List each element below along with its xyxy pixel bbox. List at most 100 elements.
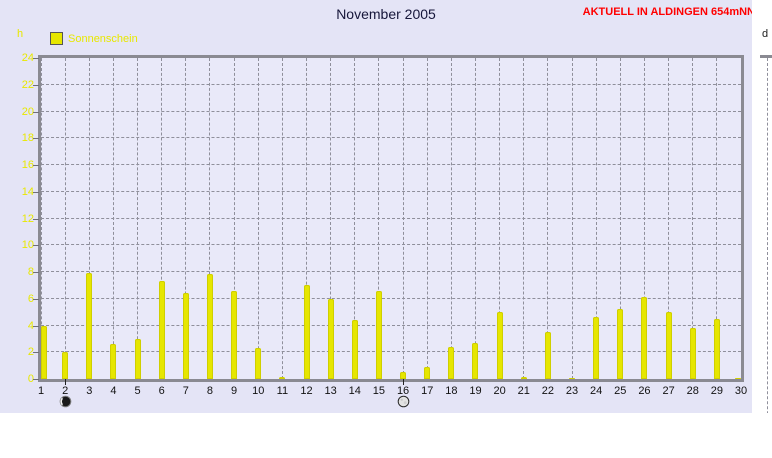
day-gridline <box>137 58 139 379</box>
moon-day-tick <box>403 379 405 385</box>
y-tick-label: 14 <box>21 185 34 198</box>
y-tick-mark <box>33 325 39 327</box>
y-tick-mark <box>33 191 39 193</box>
adjacent-panel-strip <box>752 0 772 458</box>
legend-label: Sonnenschein <box>68 32 138 45</box>
x-day-label: 27 <box>662 385 675 397</box>
plot-area <box>41 58 741 379</box>
sunshine-bar <box>520 377 527 379</box>
legend-swatch-icon <box>50 32 63 45</box>
value-gridline <box>41 217 741 219</box>
value-gridline <box>41 137 741 139</box>
y-tick-label: 20 <box>21 105 34 118</box>
adjacent-panel-border <box>760 55 772 58</box>
sunshine-bar <box>231 290 238 379</box>
value-gridline <box>41 324 741 326</box>
x-day-label: 12 <box>300 385 313 397</box>
day-gridline <box>547 58 549 379</box>
day-gridline <box>402 58 404 379</box>
y-tick-label: 16 <box>21 159 34 171</box>
day-gridline <box>185 58 187 379</box>
y-tick-mark <box>33 379 39 380</box>
right-axis-unit-label: d <box>762 28 769 40</box>
sunshine-bar <box>569 377 576 379</box>
sunshine-bar <box>544 332 551 379</box>
sunshine-bar-chart <box>38 55 744 382</box>
x-day-label: 17 <box>421 385 434 397</box>
sunshine-bar <box>158 281 165 379</box>
x-day-label: 18 <box>445 385 458 397</box>
x-day-label: 30 <box>734 385 748 397</box>
x-day-label: 9 <box>231 385 238 397</box>
sunshine-bar <box>279 377 286 379</box>
x-day-label: 16 <box>396 385 410 397</box>
sunshine-bar <box>593 317 600 379</box>
day-gridline <box>281 58 283 379</box>
day-gridline <box>330 58 332 379</box>
day-gridline <box>354 58 356 379</box>
y-tick-mark <box>33 272 39 273</box>
x-day-label: 13 <box>324 385 337 397</box>
y-tick-label: 18 <box>21 132 34 145</box>
day-gridline <box>450 58 452 379</box>
day-gridline <box>595 58 597 379</box>
x-day-label: 21 <box>517 385 530 397</box>
sunshine-bar <box>86 273 93 379</box>
value-gridline <box>41 297 741 299</box>
sunshine-bar <box>689 328 696 379</box>
value-gridline <box>41 190 741 192</box>
x-day-label: 3 <box>86 385 93 397</box>
sunshine-bar <box>448 346 455 379</box>
x-day-label: 6 <box>158 385 165 397</box>
sunshine-bar <box>110 344 117 379</box>
y-tick-mark <box>33 218 39 220</box>
value-gridline <box>41 164 741 165</box>
day-gridline <box>619 58 621 379</box>
sunshine-bar <box>182 293 189 379</box>
sunshine-bar <box>617 309 624 379</box>
y-tick-label: 10 <box>21 239 34 252</box>
legend: Sonnenschein <box>50 32 138 45</box>
sunshine-bar <box>255 348 262 379</box>
moon-day-tick <box>65 379 67 385</box>
x-day-label: 25 <box>614 385 627 397</box>
y-tick-mark <box>33 352 39 354</box>
page-title: November 2005 <box>336 6 436 22</box>
day-gridline <box>64 58 66 379</box>
x-day-label: 26 <box>638 385 651 397</box>
value-gridline <box>41 83 741 85</box>
y-tick-mark <box>33 245 39 247</box>
x-day-label: 22 <box>541 385 555 397</box>
sunshine-bar <box>496 312 503 379</box>
day-gridline <box>668 58 670 379</box>
y-tick-mark <box>33 84 39 86</box>
day-gridline <box>499 58 501 379</box>
sunshine-bar <box>327 298 334 379</box>
day-gridline <box>378 58 380 379</box>
x-day-label: 29 <box>710 385 723 397</box>
day-gridline <box>426 58 428 379</box>
y-tick-label: 22 <box>21 78 34 91</box>
x-day-label: 8 <box>206 385 214 397</box>
x-day-label: 23 <box>565 385 579 397</box>
day-gridline <box>740 58 741 379</box>
y-tick-label: 2 <box>27 346 34 359</box>
sunshine-bar <box>41 325 47 379</box>
day-gridline <box>523 58 525 379</box>
x-day-label: 5 <box>134 385 141 397</box>
day-gridline <box>692 58 694 379</box>
sunshine-bar <box>735 377 741 379</box>
y-tick-mark <box>33 111 39 113</box>
sunshine-bar <box>713 318 720 379</box>
sunshine-bar <box>424 366 431 379</box>
y-tick-label: 4 <box>27 319 34 332</box>
day-gridline <box>161 58 163 379</box>
day-gridline <box>209 58 211 379</box>
sunshine-bar <box>206 274 213 379</box>
sunshine-bar <box>303 285 310 379</box>
x-day-label: 19 <box>469 385 482 397</box>
day-gridline <box>41 58 42 379</box>
y-tick-label: 12 <box>21 212 34 225</box>
value-gridline <box>41 244 741 246</box>
